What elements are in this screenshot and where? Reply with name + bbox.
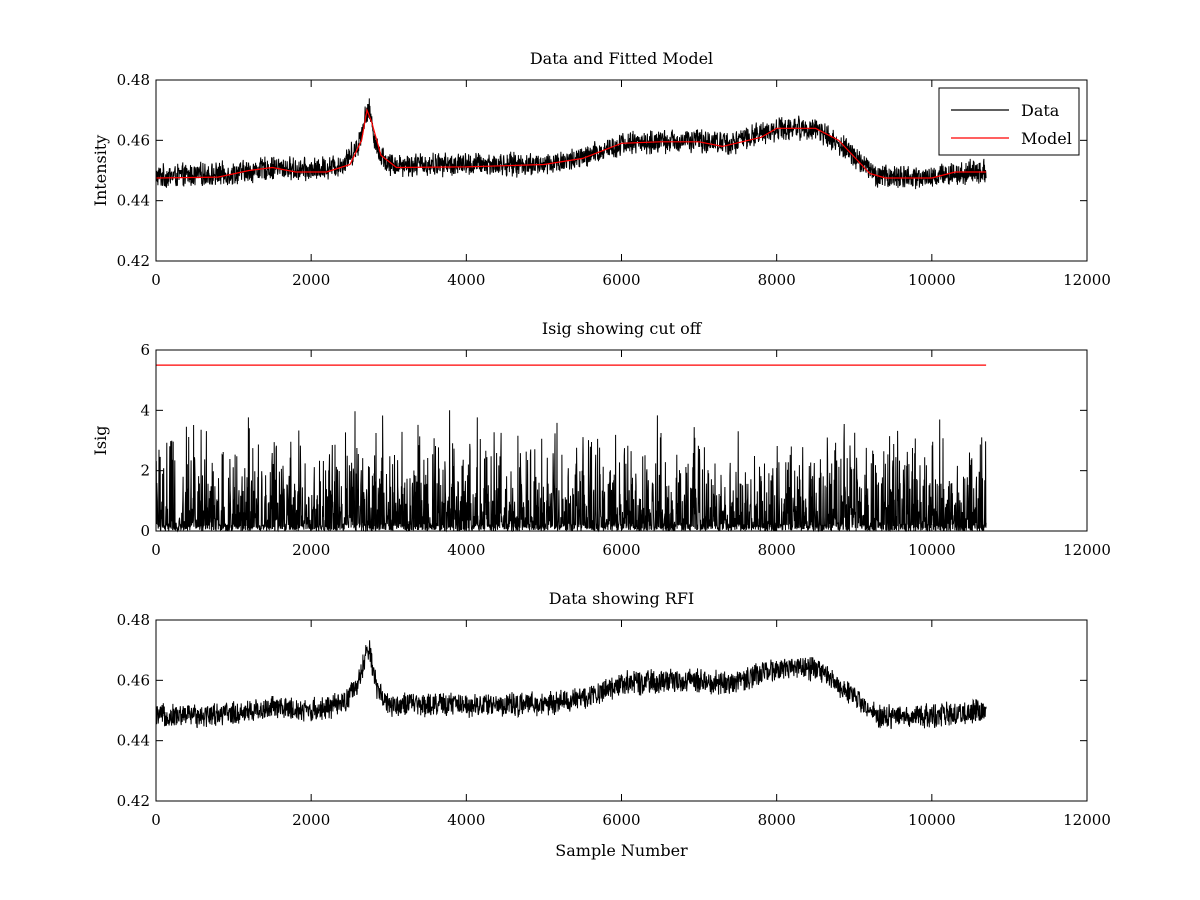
- chart-title: Data and Fitted Model: [530, 49, 713, 68]
- chart-title: Isig showing cut off: [542, 319, 703, 338]
- y-tick-label: 6: [140, 341, 150, 359]
- x-tick-label: 10000: [908, 541, 956, 559]
- legend-label: Model: [1021, 129, 1072, 148]
- x-tick-label: 2000: [292, 811, 330, 829]
- x-tick-label: 8000: [758, 541, 796, 559]
- y-tick-label: 0.42: [117, 792, 150, 810]
- y-tick-label: 4: [140, 401, 150, 419]
- isig-series-line: [155, 410, 987, 533]
- x-tick-label: 8000: [758, 271, 796, 289]
- y-tick-label: 0.48: [117, 71, 150, 89]
- x-tick-label: 0: [151, 271, 161, 289]
- y-tick-label: 0.48: [117, 611, 150, 629]
- x-tick-label: 6000: [602, 271, 640, 289]
- x-tick-label: 8000: [758, 811, 796, 829]
- x-tick-label: 6000: [602, 811, 640, 829]
- y-tick-label: 2: [140, 462, 150, 480]
- x-tick-label: 10000: [908, 811, 956, 829]
- x-axis-label: Sample Number: [555, 841, 688, 860]
- y-tick-label: 0.44: [117, 732, 150, 750]
- chart-panel: 0 2000 4000 6000 8000 10000 12000 0.42 0.44 0.46 0…: [91, 49, 1111, 289]
- x-tick-label: 12000: [1063, 811, 1111, 829]
- chart-title: Data showing RFI: [549, 589, 694, 608]
- x-tick-label: 10000: [908, 271, 956, 289]
- model-series-line: [155, 108, 987, 179]
- legend-label: Data: [1021, 101, 1060, 120]
- x-tick-label: 2000: [292, 271, 330, 289]
- y-axis-label: Isig: [91, 426, 110, 456]
- y-tick-label: 0: [140, 522, 150, 540]
- x-tick-label: 12000: [1063, 541, 1111, 559]
- y-tick-label: 0.46: [117, 671, 150, 689]
- x-tick-label: 4000: [447, 811, 485, 829]
- chart-panel: 0 2000 4000 6000 8000 10000 12000 0.42 0.44 0.46 0…: [117, 589, 1111, 860]
- data-series-line: [155, 640, 987, 730]
- legend: Data Model: [938, 87, 1080, 156]
- chart-panel: 0 2000 4000 6000 8000 10000 12000 0 2 4 6 Isig show…: [91, 319, 1111, 559]
- x-tick-label: 4000: [447, 541, 485, 559]
- y-axis-label: Intensity: [91, 135, 110, 207]
- x-tick-label: 12000: [1063, 271, 1111, 289]
- x-tick-label: 6000: [602, 541, 640, 559]
- y-tick-label: 0.42: [117, 252, 150, 270]
- y-tick-label: 0.46: [117, 131, 150, 149]
- legend-box: [938, 87, 1080, 156]
- x-tick-label: 0: [151, 811, 161, 829]
- x-tick-label: 4000: [447, 271, 485, 289]
- x-tick-label: 2000: [292, 541, 330, 559]
- x-tick-label: 0: [151, 541, 161, 559]
- y-tick-label: 0.44: [117, 192, 150, 210]
